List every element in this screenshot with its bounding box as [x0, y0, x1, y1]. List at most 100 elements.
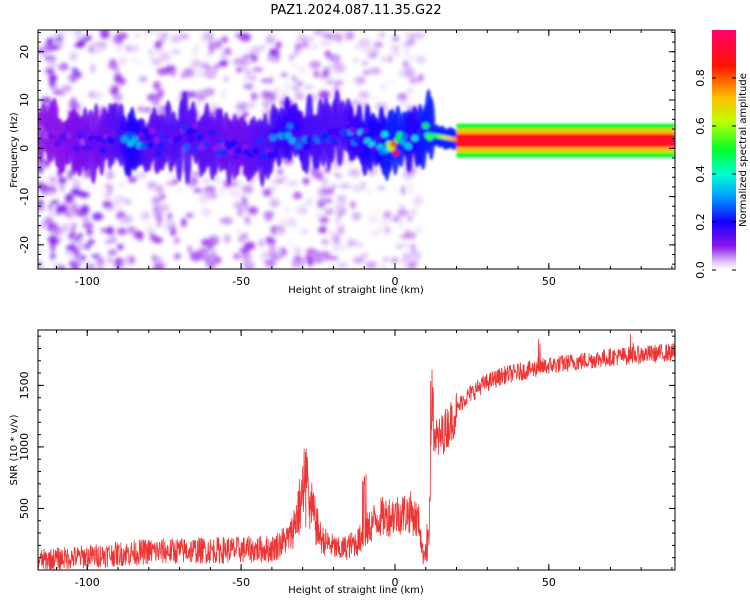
spectrogram-noise-blob — [193, 188, 203, 193]
spectrogram-noise-blob — [179, 33, 190, 40]
spectrogram-ridge-core — [221, 150, 229, 157]
spectrogram-noise-blob — [335, 215, 341, 224]
spectrogram-noise-blob — [302, 40, 309, 49]
spectrogram-x-tick-label: 50 — [542, 275, 556, 288]
spectrogram-noise-blob — [45, 67, 55, 75]
spectrogram-noise-blob — [229, 190, 234, 197]
spectrogram-noise-blob — [369, 67, 382, 75]
spectrogram-noise-blob — [287, 179, 299, 187]
spectrogram-noise-blob — [294, 48, 299, 57]
spectrogram-noise-blob — [203, 177, 209, 184]
spectrogram-noise-blob — [269, 178, 276, 184]
spectrogram-noise-blob — [291, 63, 296, 68]
spectrogram-noise-blob — [40, 222, 45, 229]
spectrogram-noise-blob — [156, 221, 161, 228]
spectrogram-noise-blob — [150, 233, 157, 242]
spectrogram-noise-blob — [96, 262, 104, 269]
spectrogram-noise-blob — [170, 34, 181, 43]
spectrogram-ridge-core — [148, 127, 156, 134]
spectrogram-x-label: Height of straight line (km) — [288, 285, 424, 296]
spectrogram-noise-blob — [414, 31, 426, 40]
spectrogram-ridge-core — [405, 143, 412, 150]
spectrogram-noise-blob — [106, 226, 114, 236]
spectrogram-ridge-core — [286, 123, 294, 130]
spectrogram-noise-blob — [341, 245, 346, 251]
spectrogram-noise-blob — [360, 253, 369, 258]
spectrogram-noise-blob — [187, 245, 193, 254]
spectrogram-noise-blob — [262, 188, 272, 197]
spectrogram-noise-blob — [59, 183, 65, 192]
spectrogram-noise-blob — [50, 237, 61, 244]
spectrogram-noise-blob — [72, 179, 81, 190]
spectrogram-noise-blob — [67, 30, 72, 34]
snr-frame — [37, 329, 676, 571]
spectrogram-noise-blob — [309, 60, 321, 69]
spectrogram-ridge-core — [342, 119, 350, 127]
spectrogram-noise-blob — [202, 239, 209, 247]
colorbar-tick-label: 0.6 — [694, 117, 707, 135]
spectrogram-noise-blob — [296, 81, 304, 86]
spectrogram-noise-blob — [133, 230, 144, 239]
spectrogram-noise-blob — [51, 262, 61, 267]
spectrogram-noise-blob — [83, 243, 91, 250]
spectrogram-ridge-core — [413, 121, 421, 128]
spectrogram-noise-blob — [105, 239, 111, 245]
spectrogram-noise-blob — [64, 165, 73, 172]
spectrogram-noise-blob — [339, 183, 351, 189]
figure-title: PAZ1.2024.087.11.35.G22 — [270, 3, 441, 18]
spectrogram-noise-blob — [58, 176, 67, 185]
spectrogram-noise-blob — [152, 256, 163, 262]
spectrogram-noise-blob — [52, 44, 61, 50]
spectrogram-noise-blob — [295, 259, 306, 266]
spectrogram-ridge-core — [204, 135, 212, 143]
spectrogram-ridge-core — [288, 137, 296, 144]
spectrogram-noise-blob — [264, 258, 277, 268]
spectrogram-noise-blob — [313, 70, 320, 78]
spectrogram-noise-blob — [326, 78, 333, 86]
spectrogram-noise-blob — [205, 52, 213, 58]
spectrogram-ridge-core — [131, 136, 139, 143]
spectrogram-noise-blob — [390, 257, 399, 264]
spectrogram-noise-blob — [208, 67, 218, 77]
spectrogram-noise-blob — [302, 178, 310, 184]
spectrogram-noise-blob — [210, 255, 216, 262]
spectrogram-noise-blob — [144, 224, 156, 231]
spectrogram-noise-blob — [269, 198, 280, 208]
spectrogram-noise-blob — [207, 244, 214, 251]
spectrogram-ridge-core — [392, 149, 400, 156]
spectrogram-noise-blob — [277, 168, 284, 175]
spectrogram-noise-blob — [293, 246, 302, 256]
spectrogram-noise-blob — [88, 44, 95, 54]
spectrogram-noise-blob — [190, 58, 202, 69]
snr-panel: -100 -50 0 50 500 1000 1500 Height of straight… — [9, 329, 676, 596]
spectrogram-noise-blob — [243, 241, 256, 250]
spectrogram-noise-blob — [336, 194, 347, 202]
spectrogram-noise-blob — [87, 239, 95, 245]
spectrogram-noise-blob — [243, 76, 251, 83]
spectrogram-noise-blob — [352, 256, 365, 264]
spectrogram-noise-blob — [322, 251, 332, 261]
spectrogram-noise-blob — [204, 252, 211, 260]
spectrogram-noise-blob — [47, 190, 54, 196]
spectrogram-ridge-core — [381, 131, 389, 138]
spectrogram-noise-blob — [172, 178, 179, 184]
spectrogram-y-tick-label: 0 — [18, 145, 31, 152]
spectrogram-noise-blob — [38, 247, 43, 253]
spectrogram-noise-blob — [281, 223, 292, 228]
spectrogram-noise-blob — [177, 187, 183, 193]
spectrogram-noise-blob — [191, 171, 198, 177]
spectrogram-noise-blob — [165, 172, 177, 178]
spectrogram-ridge-core — [64, 138, 72, 146]
spectrogram-noise-blob — [338, 226, 344, 235]
spectrogram-noise-blob — [276, 228, 282, 234]
spectrogram-ridge-core — [38, 132, 42, 139]
spectrogram-noise-blob — [261, 90, 270, 99]
spectrogram-noise-blob — [203, 88, 215, 96]
spectrogram-noise-blob — [317, 197, 327, 203]
spectrogram-noise-blob — [50, 242, 55, 252]
spectrogram-noise-blob — [373, 208, 381, 213]
spectrogram-noise-blob — [47, 59, 53, 68]
spectrogram-noise-blob — [275, 30, 281, 36]
spectrogram-noise-blob — [292, 76, 297, 81]
